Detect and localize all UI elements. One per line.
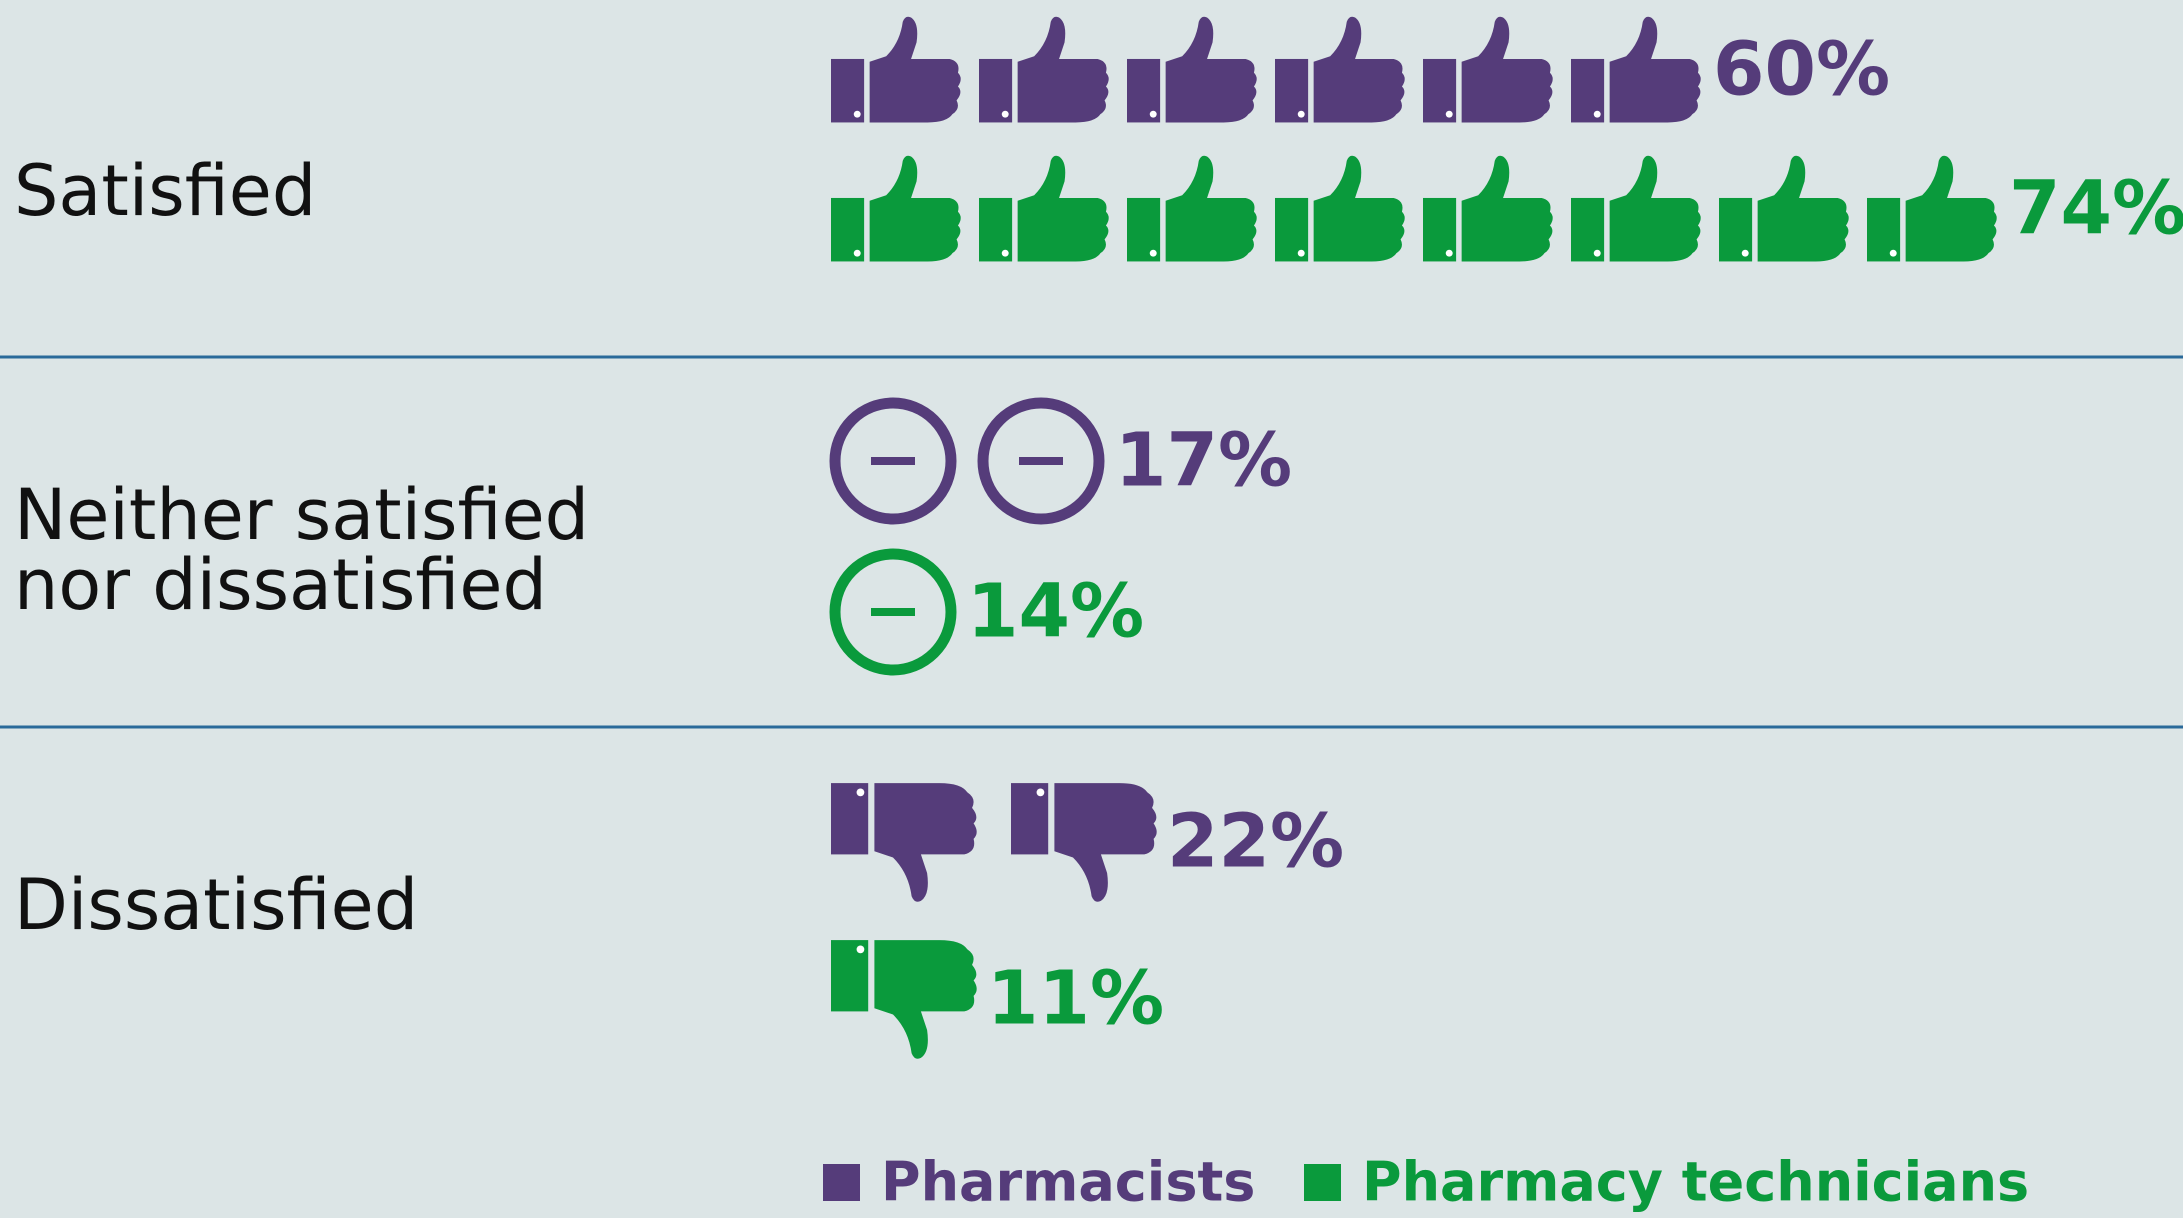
hand	[1757, 155, 1849, 262]
ring	[829, 397, 957, 525]
category-label: Satisfied	[14, 150, 317, 232]
cuff-dot	[1297, 249, 1305, 257]
cuff-dot	[856, 788, 865, 797]
dash	[1019, 457, 1063, 465]
hand	[1165, 16, 1257, 123]
neutral-icon	[829, 397, 957, 525]
thumb-down-icon	[831, 783, 977, 902]
hand	[869, 155, 961, 262]
cuff-dot	[856, 945, 865, 954]
hand	[1461, 155, 1553, 262]
thumb-up-icon	[831, 155, 961, 262]
value-label: 74%	[2009, 166, 2183, 252]
value-label: 17%	[1115, 418, 1292, 504]
hand	[1017, 16, 1109, 123]
thumb-up-icon	[1275, 16, 1405, 123]
thumb-up-icon	[1127, 16, 1257, 123]
cuff-dot	[1149, 110, 1157, 118]
neutral-icon	[977, 397, 1105, 525]
cuff-dot	[1001, 249, 1009, 257]
hand	[1905, 155, 1997, 262]
cuff-dot	[1445, 249, 1453, 257]
cuff-dot	[1445, 110, 1453, 118]
cuff-dot	[1149, 249, 1157, 257]
dash	[871, 457, 915, 465]
value-label: 60%	[1713, 27, 1890, 113]
hand	[874, 783, 977, 902]
hand	[1609, 155, 1701, 262]
hand	[1165, 155, 1257, 262]
hand	[1054, 783, 1157, 902]
cuff-dot	[853, 249, 861, 257]
hand	[1609, 16, 1701, 123]
dash	[871, 608, 915, 616]
cuff-dot	[1001, 110, 1009, 118]
hand	[874, 940, 977, 1059]
thumb-up-icon	[1571, 155, 1701, 262]
hand	[1313, 155, 1405, 262]
cuff-dot	[1593, 249, 1601, 257]
legend-swatch	[1304, 1164, 1341, 1201]
category-label: Neither satisfied nor dissatisfied	[14, 474, 590, 626]
thumb-up-icon	[1275, 155, 1405, 262]
cuff-dot	[1593, 110, 1601, 118]
thumb-down-icon	[1011, 783, 1157, 902]
thumb-up-icon	[1867, 155, 1997, 262]
cuff-dot	[1036, 788, 1045, 797]
thumb-up-icon	[1423, 155, 1553, 262]
hand	[869, 16, 961, 123]
thumb-up-icon	[1571, 16, 1701, 123]
hand	[1017, 155, 1109, 262]
thumb-up-icon	[1423, 16, 1553, 123]
cuff-dot	[1297, 110, 1305, 118]
neutral-icon	[829, 548, 957, 676]
thumb-down-icon	[831, 940, 977, 1059]
hand	[1313, 16, 1405, 123]
category-label: Dissatisfied	[14, 864, 419, 946]
value-label: 22%	[1167, 799, 1344, 885]
ring	[977, 397, 1105, 525]
thumb-up-icon	[831, 16, 961, 123]
cuff-dot	[1741, 249, 1749, 257]
cuff-dot	[853, 110, 861, 118]
legend-label: Pharmacists	[881, 1151, 1255, 1214]
value-label: 11%	[987, 956, 1164, 1042]
thumb-up-icon	[1719, 155, 1849, 262]
thumb-up-icon	[1127, 155, 1257, 262]
thumb-up-icon	[979, 16, 1109, 123]
hand	[1461, 16, 1553, 123]
ring	[829, 548, 957, 676]
value-label: 14%	[967, 569, 1144, 655]
thumb-up-icon	[979, 155, 1109, 262]
legend-swatch	[823, 1164, 860, 1201]
cuff-dot	[1889, 249, 1897, 257]
legend-label: Pharmacy technicians	[1362, 1151, 2029, 1214]
